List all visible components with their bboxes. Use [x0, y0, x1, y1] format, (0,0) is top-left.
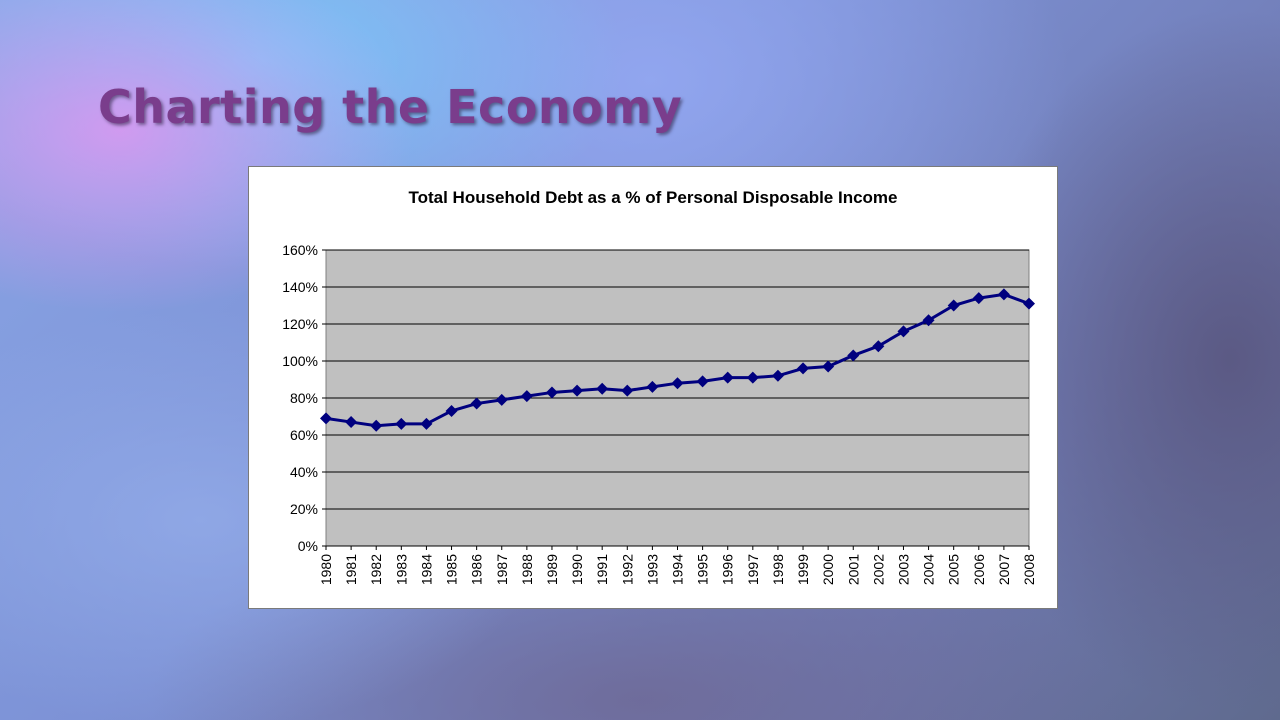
y-tick-label: 60% — [290, 427, 318, 443]
chart-title: Total Household Debt as a % of Personal … — [408, 188, 897, 207]
y-tick-label: 160% — [282, 242, 318, 258]
y-tick-label: 120% — [282, 316, 318, 332]
line-chart: Total Household Debt as a % of Personal … — [282, 188, 1037, 585]
y-tick-label: 100% — [282, 353, 318, 369]
x-tick-label: 1995 — [695, 554, 711, 585]
data-point-marker — [1023, 297, 1035, 310]
x-tick-label: 2007 — [996, 554, 1012, 585]
y-tick-label: 40% — [290, 464, 318, 480]
x-tick-label: 1998 — [770, 554, 786, 585]
data-point-marker — [797, 362, 810, 375]
data-point-marker — [847, 349, 860, 362]
x-tick-label: 2003 — [895, 554, 911, 585]
data-point-marker — [646, 380, 659, 393]
x-tick-label: 1987 — [494, 554, 510, 585]
data-point-marker — [721, 371, 734, 384]
data-point-marker — [671, 377, 684, 390]
data-point-marker — [395, 417, 408, 430]
x-tick-label: 1996 — [720, 554, 736, 585]
data-point-marker — [495, 393, 508, 406]
x-tick-label: 1991 — [594, 554, 610, 585]
y-tick-label: 0% — [298, 538, 318, 554]
data-point-marker — [897, 325, 910, 338]
x-tick-label: 1982 — [368, 554, 384, 585]
x-tick-label: 2001 — [845, 554, 861, 585]
x-tick-label: 1984 — [418, 554, 434, 585]
x-tick-label: 2000 — [820, 554, 836, 585]
x-tick-label: 1994 — [670, 554, 686, 585]
y-tick-label: 80% — [290, 390, 318, 406]
data-point-marker — [746, 371, 759, 384]
x-tick-label: 1993 — [644, 554, 660, 585]
x-tick-label: 2004 — [921, 554, 937, 585]
data-point-marker — [621, 384, 634, 397]
chart-container: Total Household Debt as a % of Personal … — [248, 166, 1058, 609]
data-point-marker — [545, 386, 558, 399]
x-tick-label: 2008 — [1021, 554, 1037, 585]
data-point-marker — [696, 375, 709, 388]
x-tick-label: 2005 — [946, 554, 962, 585]
x-tick-label: 1999 — [795, 554, 811, 585]
x-tick-label: 1990 — [569, 554, 585, 585]
data-point-marker — [771, 369, 784, 382]
data-point-marker — [947, 299, 960, 312]
data-point-marker — [872, 340, 885, 353]
slide-title: Charting the Economy — [98, 80, 683, 134]
x-tick-label: 1989 — [544, 554, 560, 585]
x-tick-label: 1988 — [519, 554, 535, 585]
data-point-marker — [596, 382, 609, 395]
y-tick-label: 140% — [282, 279, 318, 295]
data-point-marker — [520, 390, 533, 403]
data-point-marker — [922, 314, 935, 327]
data-point-marker — [420, 417, 433, 430]
x-tick-label: 1980 — [318, 554, 334, 585]
x-tick-label: 1983 — [393, 554, 409, 585]
data-point-marker — [997, 288, 1010, 301]
data-point-marker — [345, 416, 358, 429]
plot-area-group: 0% 20% 40% 60% 80% 100% 120% 140% 160% 1980 1981 19… — [282, 242, 1037, 585]
data-point-marker — [571, 384, 584, 397]
x-tick-label: 1981 — [343, 554, 359, 585]
data-point-marker — [470, 397, 483, 410]
x-tick-label: 1992 — [619, 554, 635, 585]
x-tick-label: 2006 — [971, 554, 987, 585]
x-tick-label: 1997 — [745, 554, 761, 585]
data-point-marker — [370, 419, 383, 432]
x-tick-label: 1986 — [469, 554, 485, 585]
data-point-marker — [320, 412, 332, 425]
y-tick-label: 20% — [290, 501, 318, 517]
x-tick-label: 2002 — [870, 554, 886, 585]
data-point-marker — [445, 404, 458, 417]
data-point-marker — [972, 292, 985, 305]
data-point-marker — [822, 360, 835, 373]
x-tick-label: 1985 — [444, 554, 460, 585]
